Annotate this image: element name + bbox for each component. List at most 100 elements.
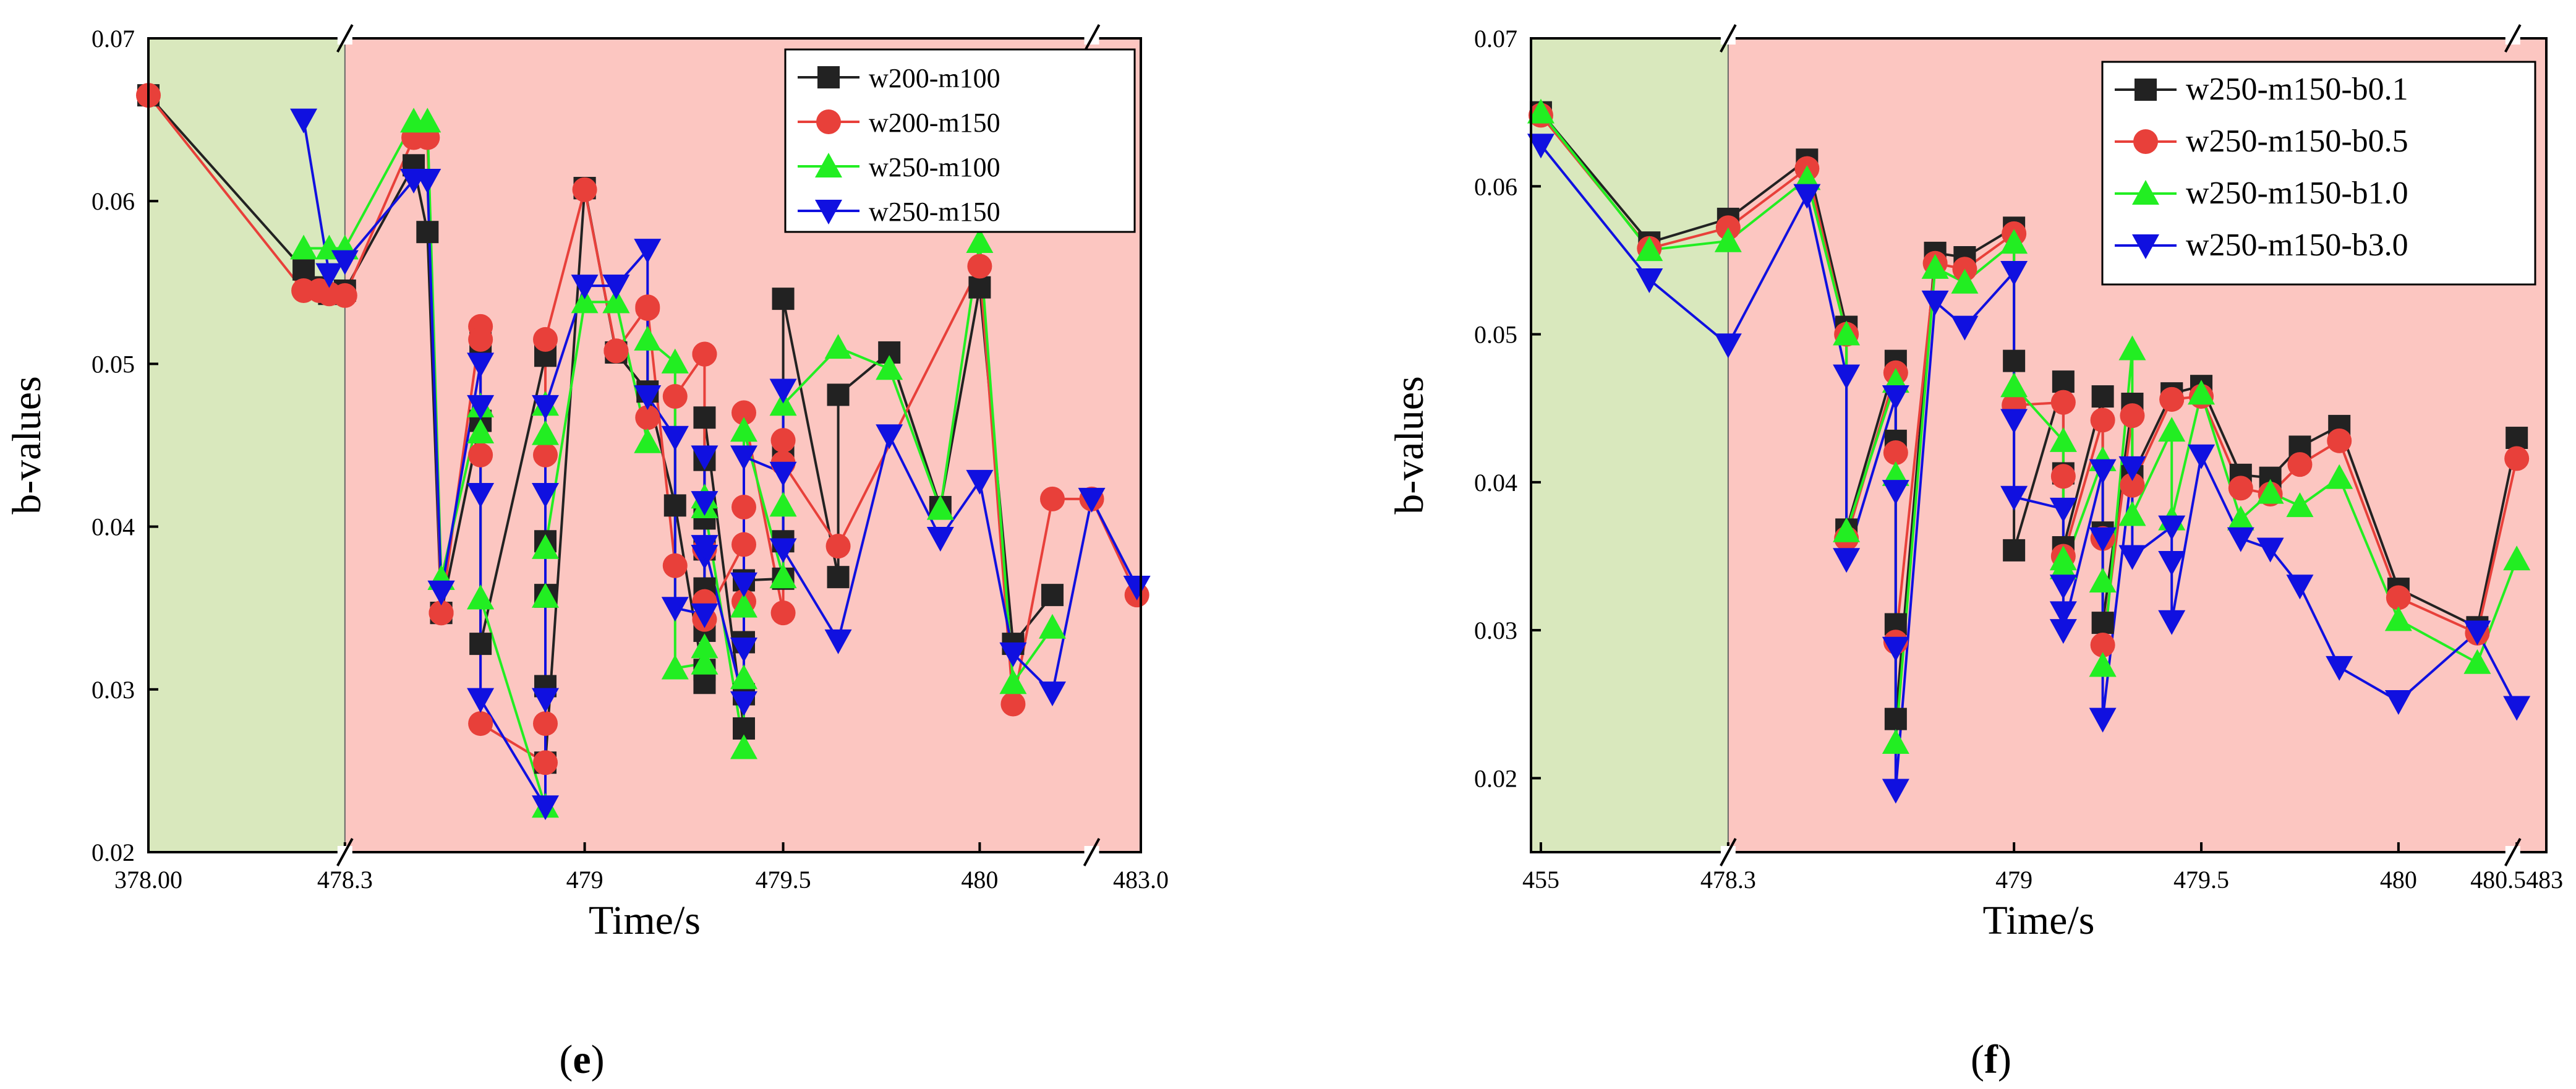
point-triangle-down [331,250,359,275]
point-triangle-down [2158,610,2186,635]
legend-entry: w250-m150-b1.0 [2186,176,2408,211]
chart-panel-f: 0.02 0.03 0.04 0.05 0.06 0.07 455 478.3 479 479.5… [1387,24,2563,1082]
point-triangle-up [769,492,797,517]
plot-frame [1530,37,2548,853]
x-tick-label: 478.3 [1700,866,1756,894]
point-circle [635,405,660,430]
point-circle [2287,452,2313,477]
point-circle [2133,129,2158,154]
point-circle [332,283,357,308]
point-circle [1883,440,1908,465]
point-triangle-down [571,275,599,300]
x-axis-title: Time/s [589,898,701,943]
point-triangle-down [2463,620,2491,646]
point-circle [2090,408,2115,433]
point-square [693,406,716,429]
point-circle [2386,585,2411,610]
point-triangle-down [1833,548,1861,573]
point-triangle-down [532,795,559,821]
axis-break-mark [1720,24,1737,53]
point-triangle-up [1527,98,1555,124]
axis-break-mark [1083,24,1101,53]
x-tick-label: 478.3 [317,866,373,894]
point-square [772,288,795,310]
point-triangle-down [1527,134,1555,159]
point-circle [2090,633,2115,658]
point-triangle-down [2089,707,2117,733]
point-triangle-down [1714,333,1742,359]
point-triangle-down [1078,487,1106,513]
point-triangle-down [769,461,797,487]
legend-entry: w250-m150-b0.1 [2186,72,2408,107]
point-square [827,383,850,406]
point-triangle-down [661,425,689,451]
point-circle [731,400,756,425]
panel-label: (f) [1971,1037,2011,1082]
zone-before-failure [148,38,345,852]
point-square [2003,349,2026,372]
point-triangle-down [1793,184,1821,209]
point-triangle-up [1882,461,1909,486]
axis-break-mark [2504,24,2522,53]
point-triangle-up [1951,268,1979,294]
point-triangle-down [602,275,630,300]
point-triangle-down [2049,601,2077,626]
x-tick-label: 480 [961,866,998,894]
point-triangle-down [691,445,719,471]
point-triangle-down [691,603,719,628]
point-triangle-down [1882,636,1909,662]
x-tick-label: 479 [566,866,603,894]
point-triangle-up [691,633,719,659]
point-triangle-up [1921,254,1949,279]
point-triangle-up [769,563,797,589]
axis-break-mark [1083,838,1101,866]
point-circle [731,532,756,557]
point-triangle-up [999,669,1027,694]
point-triangle-down [730,691,757,716]
point-triangle-down [730,572,757,597]
point-triangle-up [2384,606,2412,631]
point-circle [692,341,717,367]
point-triangle-down [1882,385,1909,411]
point-triangle-up [2049,554,2077,579]
point-triangle-down [467,482,495,508]
axis-break-mark [336,838,354,866]
point-triangle-up [2227,505,2254,531]
point-triangle-up [876,355,903,380]
point-triangle-up [2089,568,2117,593]
point-triangle-down [730,445,757,471]
point-triangle-down [815,200,842,224]
point-circle [2050,390,2076,415]
point-circle [468,327,493,352]
point-circle [825,534,851,559]
point-triangle-up [815,153,842,177]
point-triangle-up [730,417,757,442]
point-triangle-up [2286,492,2314,518]
point-square [1884,707,1907,730]
y-tick-label: 0.04 [92,513,135,541]
point-triangle-down [966,469,994,495]
point-triangle-down [2503,696,2531,721]
point-circle [603,338,629,364]
point-triangle-down [1882,779,1909,804]
point-circle [2504,446,2530,471]
legend-entry: w250-m150-b3.0 [2186,228,2408,263]
point-triangle-down [634,239,662,264]
point-triangle-down [2089,459,2117,484]
point-triangle-down [2049,497,2077,523]
axis-break-mark [336,24,354,53]
point-triangle-up [926,495,954,520]
point-triangle-up [2049,427,2077,452]
legend-entry: w200-m150 [869,108,1000,138]
point-triangle-up [2089,652,2117,677]
point-triangle-down [824,629,852,654]
y-tick-label: 0.04 [1474,469,1517,497]
point-triangle-down [2049,619,2077,644]
point-triangle-up [467,584,495,610]
point-square [416,221,439,244]
point-triangle-down [467,688,495,713]
point-circle [533,442,558,468]
point-circle [816,109,841,134]
point-square [2506,427,2528,450]
